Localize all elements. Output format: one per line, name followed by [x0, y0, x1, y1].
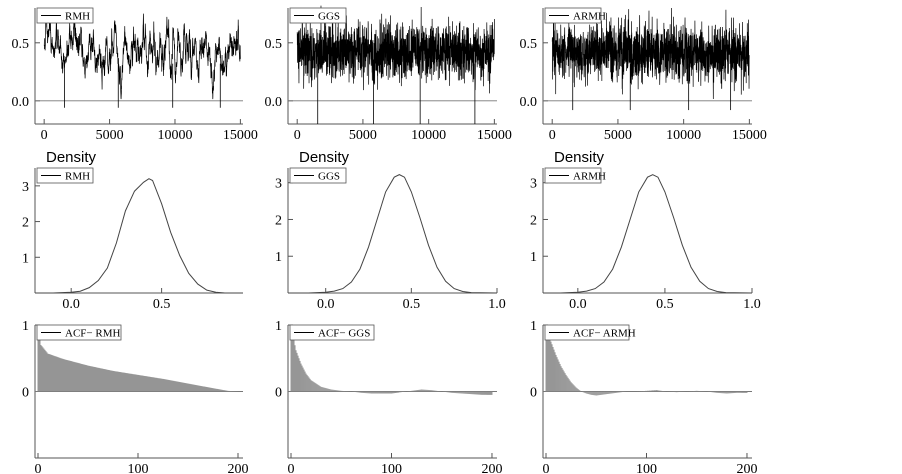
- y-tick-label: 0.5: [12, 37, 30, 52]
- panel-trace-rmh: 0 5000 10000 15000 0.0 0.5 RMH: [12, 7, 258, 143]
- x-tick-label: 0: [35, 462, 42, 474]
- density-curve: [288, 174, 498, 294]
- density-curve: [543, 174, 753, 294]
- y-tick-label: 0: [275, 386, 282, 401]
- legend: ARMH: [544, 7, 606, 24]
- x-tick-label: 0: [294, 128, 301, 143]
- y-tick-label: 2: [530, 213, 537, 228]
- x-tick-label: 0: [288, 462, 295, 474]
- y-tick-label: 0.0: [520, 95, 538, 110]
- x-tick-label: 0: [543, 462, 550, 474]
- x-tick-label: 100: [636, 462, 657, 474]
- y-tick-label: 0.5: [265, 37, 283, 52]
- x-tick-label: 0.0: [317, 297, 335, 312]
- x-tick-label: 200: [228, 462, 249, 474]
- legend: GGS: [289, 7, 347, 24]
- trace-line: [551, 7, 750, 100]
- panel-density-armh: 0.0 0.5 1.0 1 2 3 Density ARMH: [530, 149, 761, 312]
- x-tick-label: 5000: [349, 128, 377, 143]
- trace-line: [296, 5, 495, 94]
- legend-label: ARMH: [573, 11, 606, 23]
- y-tick-label: 0: [22, 386, 29, 401]
- y-axis-title: Density: [46, 149, 97, 166]
- panel-acf-armh: 0 100 200 0 1 ACF− ARMH: [530, 319, 757, 474]
- legend-label: ACF− RMH: [65, 328, 120, 340]
- legend: ACF− GGS: [289, 324, 375, 341]
- legend-label: GGS: [318, 11, 340, 23]
- x-tick-label: 0.5: [656, 297, 674, 312]
- panel-density-ggs: 0.0 0.5 1.0 1 2 3 Density GGS: [275, 149, 506, 312]
- legend-box: [544, 324, 630, 341]
- y-tick-label: 2: [275, 213, 282, 228]
- panel-density-rmh: 0.0 0.5 1 2 3 Density RMH: [22, 149, 243, 312]
- y-axis-title: Density: [554, 149, 605, 166]
- y-tick-label: 0: [530, 386, 537, 401]
- x-tick-label: 0.0: [569, 297, 587, 312]
- legend: RMH: [36, 7, 94, 24]
- legend: ACF− ARMH: [544, 324, 636, 341]
- x-tick-label: 0: [41, 128, 48, 143]
- x-tick-label: 200: [736, 462, 757, 474]
- x-tick-label: 1.0: [488, 297, 506, 312]
- y-tick-label: 2: [22, 216, 29, 231]
- legend-label: RMH: [65, 171, 90, 183]
- legend: GGS: [289, 167, 347, 184]
- x-tick-label: 5000: [96, 128, 124, 143]
- y-tick-label: 1: [530, 319, 537, 334]
- y-tick-label: 3: [22, 180, 29, 195]
- y-tick-label: 0.0: [12, 95, 30, 110]
- y-axis-title: Density: [299, 149, 350, 166]
- legend-box: [36, 324, 122, 341]
- legend-label: GGS: [318, 171, 340, 183]
- legend-box: [544, 167, 602, 184]
- y-tick-label: 1: [275, 250, 282, 265]
- x-tick-label: 0.5: [153, 297, 171, 312]
- x-tick-label: 10000: [411, 128, 446, 143]
- x-tick-label: 10000: [157, 128, 192, 143]
- panel-acf-ggs: 0 100 200 0 1 ACF− GGS: [275, 319, 502, 474]
- x-tick-label: 15000: [732, 128, 767, 143]
- legend-box: [544, 7, 602, 24]
- panel-acf-rmh: 0 100 200 0 1 ACF− RMH: [22, 319, 249, 474]
- legend: RMH: [36, 167, 94, 184]
- y-tick-label: 0.5: [520, 37, 538, 52]
- trace-line: [43, 12, 241, 100]
- legend-label: RMH: [65, 11, 90, 23]
- x-tick-label: 15000: [477, 128, 512, 143]
- y-tick-label: 1: [275, 319, 282, 334]
- legend-box: [36, 167, 94, 184]
- x-tick-label: 200: [481, 462, 502, 474]
- x-tick-label: 0.0: [62, 297, 80, 312]
- legend-box: [289, 167, 347, 184]
- y-tick-label: 3: [530, 177, 537, 192]
- x-tick-label: 100: [381, 462, 402, 474]
- legend-label: ACF− GGS: [318, 328, 370, 340]
- x-tick-label: 0: [549, 128, 556, 143]
- x-tick-label: 15000: [223, 128, 258, 143]
- y-tick-label: 1: [530, 250, 537, 265]
- panel-trace-armh: 0 5000 10000 15000 0.0 0.5 ARMH: [520, 7, 767, 143]
- y-tick-label: 1: [22, 319, 29, 334]
- legend-box: [36, 7, 94, 24]
- legend: ARMH: [544, 167, 606, 184]
- legend-label: ACF− ARMH: [573, 328, 636, 340]
- panel-trace-ggs: 0 5000 10000 15000 0.0 0.5 GGS: [265, 5, 512, 143]
- legend-label: ARMH: [573, 171, 606, 183]
- y-tick-label: 0.0: [265, 95, 283, 110]
- x-tick-label: 100: [128, 462, 149, 474]
- x-tick-label: 10000: [666, 128, 701, 143]
- density-curve: [35, 178, 243, 294]
- legend-box: [289, 7, 347, 24]
- x-tick-label: 1.0: [743, 297, 761, 312]
- x-tick-label: 0.5: [403, 297, 421, 312]
- y-tick-label: 3: [275, 177, 282, 192]
- y-tick-label: 1: [22, 251, 29, 266]
- legend: ACF− RMH: [36, 324, 122, 341]
- x-tick-label: 5000: [604, 128, 632, 143]
- legend-box: [289, 324, 375, 341]
